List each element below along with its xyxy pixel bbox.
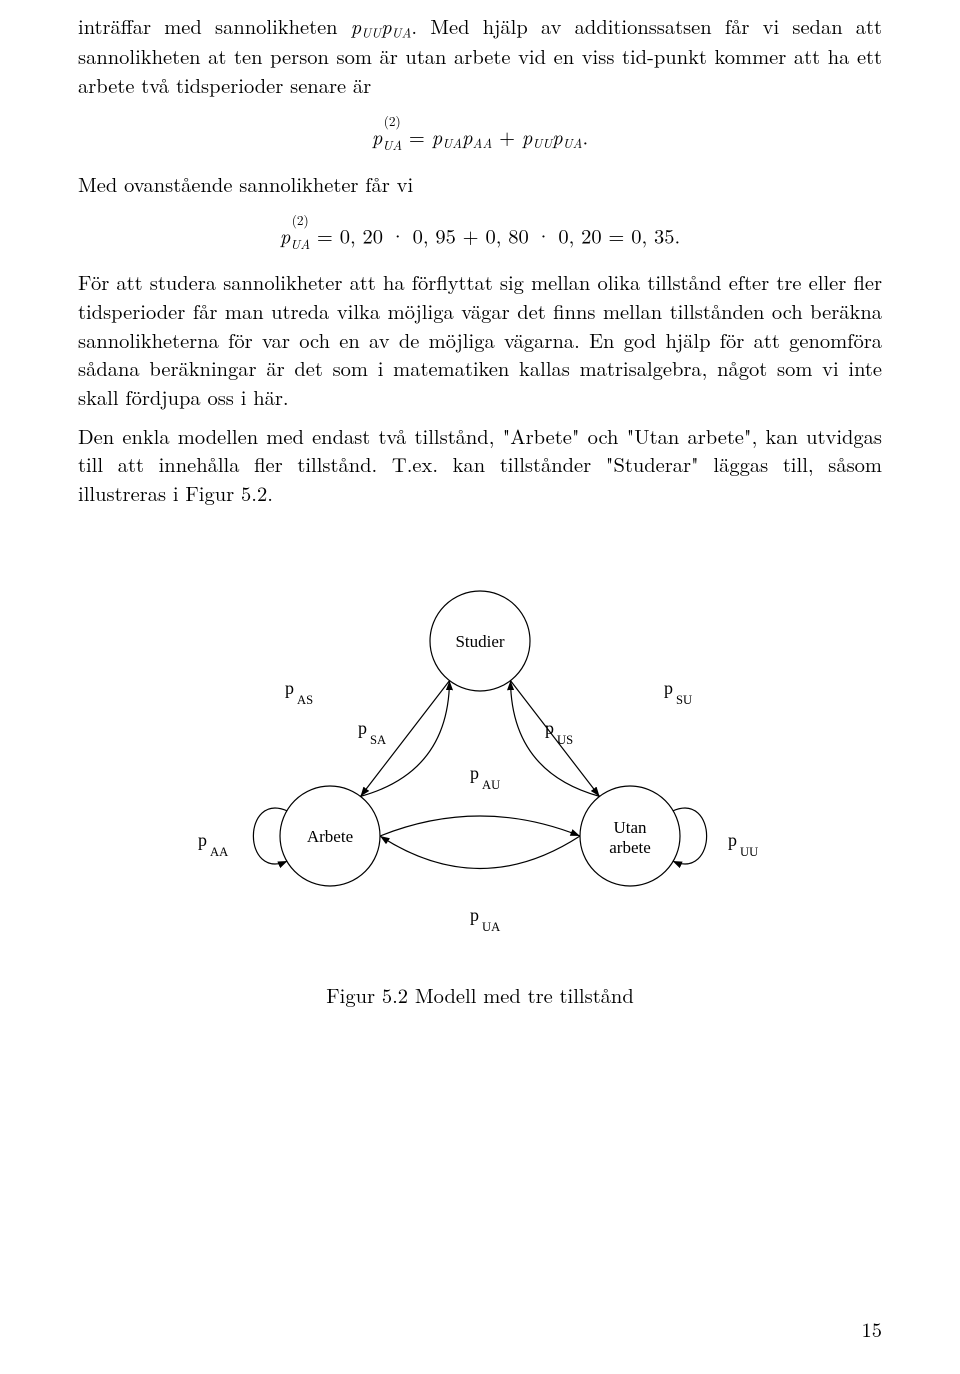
eq2-rest: = 0, 20 · 0, 95 + 0, 80 · 0, 20 = 0, 35. — [310, 221, 680, 250]
eq1-plus: + — [492, 122, 522, 151]
p1-math-p2: p — [381, 11, 391, 40]
page-number: 15 — [862, 1315, 883, 1344]
p4-text: Den enkla modellen med endast två tillst… — [78, 421, 882, 507]
svg-text:AU: AU — [482, 778, 500, 792]
paragraph-3: För att studera sannolikheter att ha för… — [78, 268, 882, 411]
paragraph-4: Den enkla modellen med endast två tillst… — [78, 422, 882, 508]
svg-text:p: p — [728, 830, 737, 850]
eq1-p1: p — [372, 122, 382, 151]
equation-1: p(2)UA = pUApAA + pUUpUA. — [78, 113, 882, 153]
figure-5-2-diagram: StudierArbeteUtanarbetepASpSApSUpUSpAUpU… — [160, 566, 800, 961]
svg-text:Studier: Studier — [455, 632, 504, 651]
svg-text:p: p — [198, 830, 207, 850]
eq1-t2p: p — [462, 122, 472, 151]
svg-text:p: p — [664, 678, 673, 698]
paragraph-2: Med ovanstående sannolikheter får vi — [78, 170, 882, 199]
svg-text:Utan: Utan — [613, 818, 647, 837]
svg-text:AS: AS — [297, 693, 313, 707]
svg-text:SU: SU — [676, 693, 692, 707]
equation-2: p(2) UA = 0, 20 · 0, 95 + 0, 80 · 0, 20 =… — [78, 212, 882, 252]
eq2-p: p — [280, 221, 290, 250]
p3-text: För att studera sannolikheter att ha för… — [78, 267, 882, 411]
paragraph-1: inträffar med sannolikheten pUUpUA. Med … — [78, 12, 882, 99]
eq1-t4s: UA — [563, 133, 583, 152]
eq1-t1p: p — [432, 122, 442, 151]
svg-text:p: p — [470, 905, 479, 925]
p1-math-p1: p — [351, 11, 361, 40]
eq1-t3p: p — [522, 122, 532, 151]
svg-text:Arbete: Arbete — [307, 827, 353, 846]
eq1-t3s: UU — [532, 133, 552, 152]
svg-text:US: US — [557, 733, 573, 747]
p1-sub-uu: UU — [361, 22, 381, 41]
eq1-eq: = — [402, 122, 432, 151]
eq2-sup: (2) — [292, 210, 309, 229]
eq2-sub: UA — [290, 234, 310, 253]
svg-text:arbete: arbete — [609, 838, 651, 857]
p1-sub-ua: UA — [392, 22, 412, 41]
eq1-sup: (2) — [384, 111, 401, 130]
eq1-sub: UA — [382, 135, 402, 154]
svg-text:AA: AA — [210, 845, 228, 859]
p2-text: Med ovanstående sannolikheter får vi — [78, 169, 413, 198]
svg-text:UU: UU — [740, 845, 758, 859]
eq1-t4p: p — [552, 122, 562, 151]
svg-text:UA: UA — [482, 920, 500, 934]
p1-text-a: inträffar med sannolikheten — [78, 11, 351, 40]
eq1-t2s: AA — [472, 133, 492, 152]
svg-text:p: p — [285, 678, 294, 698]
svg-text:SA: SA — [370, 733, 386, 747]
svg-text:p: p — [358, 718, 367, 738]
svg-text:p: p — [470, 763, 479, 783]
eq1-t1s: UA — [442, 133, 462, 152]
eq1-dot: . — [582, 122, 588, 151]
svg-text:p: p — [545, 718, 554, 738]
figure-caption: Figur 5.2 Modell med tre tillstånd — [326, 981, 633, 1010]
